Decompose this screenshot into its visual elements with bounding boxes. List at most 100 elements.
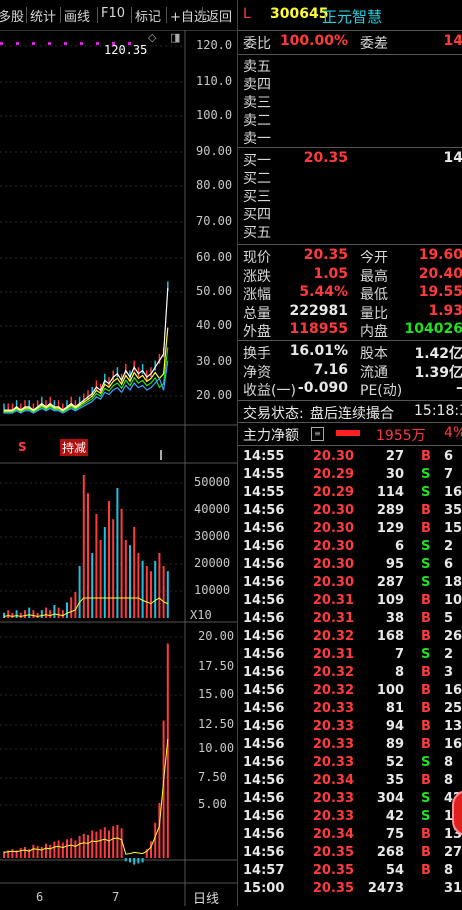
volume-unit: X10 bbox=[190, 608, 212, 622]
ask-level-row: 卖一 bbox=[243, 131, 271, 147]
fundamental-row: 换手 16.01% 股本 1.42亿 bbox=[243, 343, 462, 362]
tick-row: 14:56 20.34 35 B 8 bbox=[243, 773, 454, 788]
fundamental-row: 净资 7.16 流通 1.39亿 bbox=[243, 361, 462, 381]
quote-row: 涨幅 5.44% 最低 19.55 bbox=[243, 284, 462, 303]
volume-bar bbox=[166, 571, 169, 618]
tag-s: S bbox=[18, 440, 27, 454]
indicator-bar bbox=[166, 643, 169, 858]
bid-level-row: 买一 20.35 14 bbox=[243, 150, 462, 169]
tick-row: 14:55 20.29 30 S 7 bbox=[243, 467, 454, 482]
volume-bar bbox=[3, 612, 5, 618]
vol-axis-label: 50000 bbox=[194, 475, 231, 489]
tick-row: 14:56 20.32 8 B 3 bbox=[243, 665, 454, 680]
magenta-dot bbox=[64, 42, 67, 45]
indicator-bar bbox=[133, 858, 136, 865]
vol-axis-label: 20000 bbox=[194, 556, 231, 570]
bid-level-row: 买四 bbox=[243, 207, 271, 223]
indicator-bar bbox=[137, 858, 140, 864]
toolbar-btn-4[interactable]: 标记 bbox=[135, 10, 162, 25]
indicator-bar bbox=[61, 842, 64, 858]
quote-row: 外盘 118955 内盘 104026 bbox=[243, 321, 462, 340]
ind-axis-label: 20.00 bbox=[198, 629, 235, 643]
price-axis-label: 20.00 bbox=[196, 388, 233, 402]
volume-bar bbox=[32, 610, 35, 618]
indicator-bar bbox=[150, 841, 152, 858]
indicator-bar bbox=[49, 844, 52, 858]
indicator-bar bbox=[154, 822, 157, 858]
volume-bar bbox=[112, 519, 115, 618]
volume-bar bbox=[66, 602, 68, 618]
toolbar-btn-5[interactable]: +自选 bbox=[170, 10, 207, 25]
indicator-bar bbox=[15, 850, 18, 858]
indicator-bar bbox=[120, 828, 123, 858]
ask-level-row: 卖三 bbox=[243, 95, 271, 111]
ma-line bbox=[4, 287, 169, 411]
high-price-marker: 120.35 bbox=[104, 43, 148, 57]
diamond-icon[interactable]: ◇ bbox=[148, 31, 157, 44]
ma-line bbox=[4, 360, 169, 414]
netflow-bar bbox=[336, 430, 360, 436]
tick-row: 14:56 20.33 81 B 25 bbox=[243, 701, 462, 716]
magenta-dot bbox=[48, 42, 51, 45]
indicator-bar bbox=[66, 839, 68, 858]
volume-bar bbox=[158, 553, 161, 618]
kline-chart-svg bbox=[0, 30, 237, 906]
volume-bar bbox=[129, 545, 131, 618]
indicator-bar bbox=[91, 830, 94, 858]
stock-name[interactable]: 正元智慧 bbox=[322, 8, 383, 26]
ma-line bbox=[4, 347, 169, 413]
price-axis-label: 100.0 bbox=[196, 108, 233, 122]
flag-l: L bbox=[243, 6, 251, 22]
indicator-bar bbox=[95, 831, 98, 858]
volume-bar bbox=[141, 560, 144, 618]
volume-bar bbox=[49, 610, 52, 618]
tick-row: 14:56 20.32 100 B 16 bbox=[243, 683, 462, 698]
indicator-bar bbox=[70, 838, 73, 858]
volume-bar bbox=[82, 475, 85, 618]
price-axis-label: 50.00 bbox=[196, 284, 233, 298]
date-label-6: 6 bbox=[36, 890, 44, 904]
indicator-bar bbox=[87, 834, 89, 858]
indicator-bar bbox=[32, 844, 35, 858]
toolbar-btn-0[interactable]: 多股 bbox=[0, 10, 25, 25]
volume-bar bbox=[40, 610, 43, 618]
period-button[interactable]: 日线 bbox=[193, 892, 220, 907]
toolbar-btn-2[interactable]: 画线 bbox=[64, 10, 91, 25]
indicator-bar bbox=[162, 720, 165, 858]
indicator-bar bbox=[116, 825, 119, 858]
indicator-bar bbox=[158, 803, 161, 858]
magenta-dot bbox=[0, 42, 3, 45]
chart-toolbar: 多股 统计 画线 F10 标记 +自选 返回 bbox=[0, 0, 237, 31]
indicator-bar bbox=[74, 840, 77, 858]
ind-axis-label: 10.00 bbox=[198, 741, 235, 755]
ask-level-row: 卖五 bbox=[243, 59, 271, 75]
toolbar-btn-6[interactable]: 返回 bbox=[206, 10, 233, 25]
toolbar-btn-3[interactable]: F10 bbox=[101, 6, 126, 21]
volume-bar bbox=[133, 527, 136, 618]
volume-bar bbox=[87, 493, 89, 618]
price-axis-label: 60.00 bbox=[196, 250, 233, 264]
indicator-bar bbox=[129, 858, 131, 863]
volume-bar bbox=[70, 597, 73, 618]
toolbar-btn-1[interactable]: 统计 bbox=[30, 10, 57, 25]
volume-bar bbox=[91, 553, 94, 618]
floating-action-icon[interactable] bbox=[452, 790, 462, 836]
indicator-bar bbox=[112, 826, 115, 858]
volume-bar bbox=[19, 612, 22, 618]
ind-axis-label: 5.00 bbox=[198, 797, 227, 811]
bid-level-row: 买五 bbox=[243, 225, 271, 241]
tick-row: 14:56 20.30 289 B 35 bbox=[243, 503, 462, 518]
bid-level-row: 买二 bbox=[243, 171, 271, 187]
list-icon[interactable]: ≡ bbox=[311, 427, 324, 441]
volume-bar bbox=[24, 610, 26, 618]
volume-bar bbox=[95, 514, 98, 618]
tick-row: 14:57 20.35 54 B 8 bbox=[243, 863, 454, 878]
quote-row: 涨跌 1.05 最高 20.40 bbox=[243, 265, 462, 285]
tick-row: 14:56 20.31 109 B 10 bbox=[243, 593, 462, 608]
tick-row: 14:56 20.33 52 S 8 bbox=[243, 755, 454, 770]
magenta-dot bbox=[16, 42, 19, 45]
indicator-bar bbox=[124, 858, 127, 862]
panel-toggle-icon[interactable]: ◨ bbox=[170, 31, 181, 44]
